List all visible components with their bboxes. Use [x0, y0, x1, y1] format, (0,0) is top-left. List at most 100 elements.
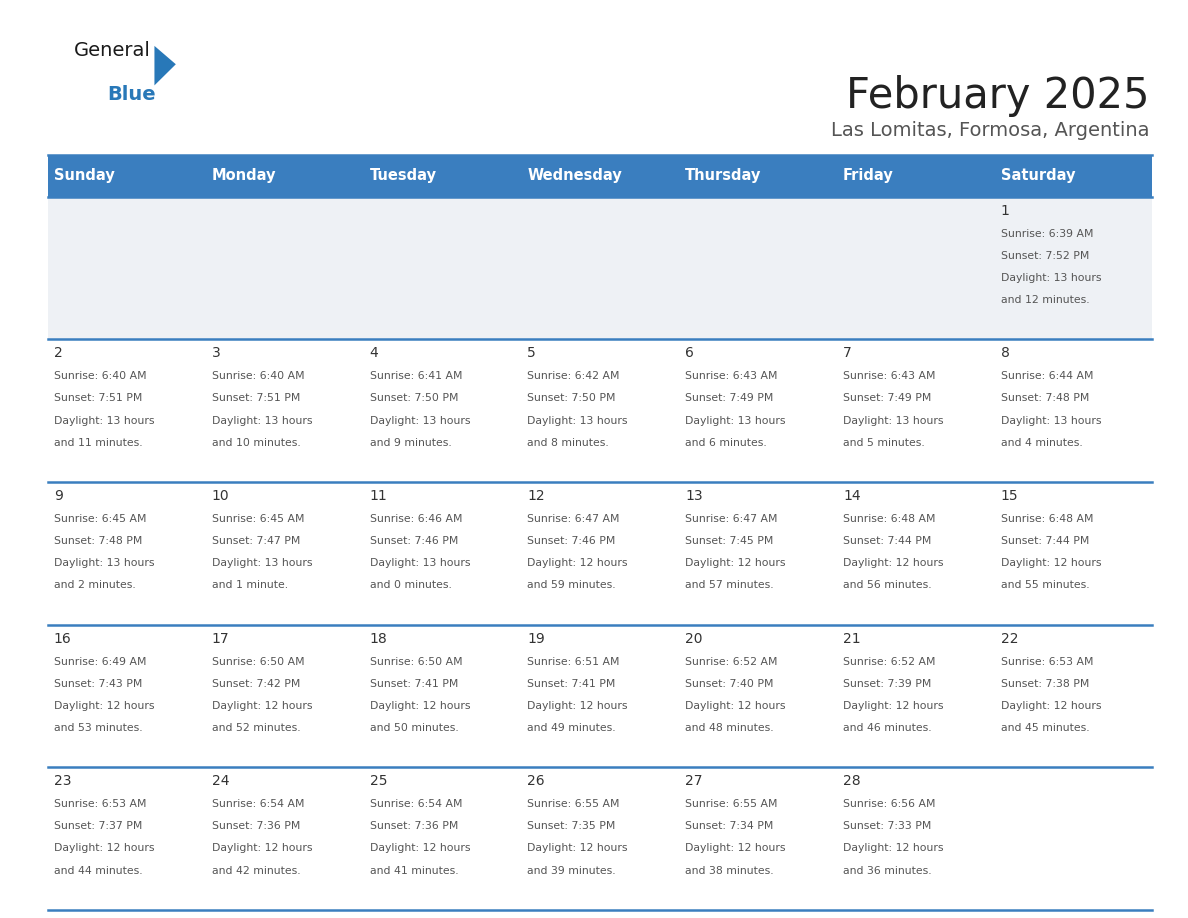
Text: 13: 13	[685, 489, 703, 503]
Text: and 36 minutes.: and 36 minutes.	[843, 866, 931, 876]
Text: Daylight: 12 hours: Daylight: 12 hours	[53, 844, 154, 854]
Text: 7: 7	[843, 346, 852, 361]
Text: and 57 minutes.: and 57 minutes.	[685, 580, 773, 590]
Text: Sunrise: 6:51 AM: Sunrise: 6:51 AM	[527, 656, 620, 666]
Text: Daylight: 13 hours: Daylight: 13 hours	[1000, 273, 1101, 283]
Text: Daylight: 13 hours: Daylight: 13 hours	[211, 558, 312, 568]
Text: Sunset: 7:40 PM: Sunset: 7:40 PM	[685, 678, 773, 688]
Text: 15: 15	[1000, 489, 1018, 503]
Text: Sunset: 7:46 PM: Sunset: 7:46 PM	[527, 536, 615, 546]
Bar	[994, 624, 1152, 767]
Text: Sunset: 7:33 PM: Sunset: 7:33 PM	[843, 822, 931, 832]
Bar	[678, 767, 836, 910]
Text: and 44 minutes.: and 44 minutes.	[53, 866, 143, 876]
Bar	[364, 340, 522, 482]
Text: Sunset: 7:50 PM: Sunset: 7:50 PM	[527, 394, 615, 403]
Text: 26: 26	[527, 774, 545, 789]
Bar	[522, 155, 678, 196]
Text: and 9 minutes.: and 9 minutes.	[369, 438, 451, 448]
Text: and 50 minutes.: and 50 minutes.	[369, 722, 459, 733]
Bar	[206, 767, 364, 910]
Bar	[206, 155, 364, 196]
Bar	[48, 340, 206, 482]
Text: 25: 25	[369, 774, 387, 789]
Text: Daylight: 13 hours: Daylight: 13 hours	[685, 416, 785, 426]
Text: Friday: Friday	[843, 168, 893, 184]
Text: Sunrise: 6:40 AM: Sunrise: 6:40 AM	[211, 372, 304, 381]
Text: Sunrise: 6:45 AM: Sunrise: 6:45 AM	[53, 514, 146, 524]
Text: and 59 minutes.: and 59 minutes.	[527, 580, 615, 590]
Text: 27: 27	[685, 774, 702, 789]
Text: Sunrise: 6:40 AM: Sunrise: 6:40 AM	[53, 372, 146, 381]
Text: and 46 minutes.: and 46 minutes.	[843, 722, 931, 733]
Text: Daylight: 13 hours: Daylight: 13 hours	[843, 416, 943, 426]
Bar	[836, 340, 994, 482]
Text: Daylight: 13 hours: Daylight: 13 hours	[1000, 416, 1101, 426]
Bar	[206, 624, 364, 767]
Text: Sunrise: 6:39 AM: Sunrise: 6:39 AM	[1000, 229, 1093, 239]
Text: Daylight: 13 hours: Daylight: 13 hours	[369, 558, 470, 568]
Text: 12: 12	[527, 489, 545, 503]
Text: Daylight: 12 hours: Daylight: 12 hours	[843, 558, 943, 568]
Text: Sunrise: 6:55 AM: Sunrise: 6:55 AM	[685, 800, 778, 809]
Bar	[48, 155, 206, 196]
Text: Daylight: 12 hours: Daylight: 12 hours	[369, 844, 470, 854]
Text: 8: 8	[1000, 346, 1010, 361]
Text: and 5 minutes.: and 5 minutes.	[843, 438, 924, 448]
Text: and 38 minutes.: and 38 minutes.	[685, 866, 773, 876]
Text: and 55 minutes.: and 55 minutes.	[1000, 580, 1089, 590]
Bar	[364, 624, 522, 767]
Text: 1: 1	[1000, 204, 1010, 218]
Bar	[364, 767, 522, 910]
Text: Daylight: 12 hours: Daylight: 12 hours	[685, 844, 785, 854]
Text: 5: 5	[527, 346, 536, 361]
Bar	[836, 767, 994, 910]
Text: Sunrise: 6:47 AM: Sunrise: 6:47 AM	[685, 514, 778, 524]
Text: Sunset: 7:34 PM: Sunset: 7:34 PM	[685, 822, 773, 832]
Bar	[994, 155, 1152, 196]
Text: Sunrise: 6:50 AM: Sunrise: 6:50 AM	[369, 656, 462, 666]
Text: 21: 21	[843, 632, 860, 645]
Text: Sunset: 7:50 PM: Sunset: 7:50 PM	[369, 394, 459, 403]
Text: Saturday: Saturday	[1000, 168, 1075, 184]
Bar	[994, 482, 1152, 624]
Text: February 2025: February 2025	[847, 75, 1150, 118]
Text: Daylight: 13 hours: Daylight: 13 hours	[211, 416, 312, 426]
Text: and 49 minutes.: and 49 minutes.	[527, 722, 615, 733]
Bar	[206, 482, 364, 624]
Text: and 1 minute.: and 1 minute.	[211, 580, 287, 590]
Text: 28: 28	[843, 774, 860, 789]
Text: Daylight: 12 hours: Daylight: 12 hours	[843, 844, 943, 854]
Text: Sunday: Sunday	[53, 168, 114, 184]
Text: Sunset: 7:51 PM: Sunset: 7:51 PM	[53, 394, 143, 403]
Text: and 39 minutes.: and 39 minutes.	[527, 866, 615, 876]
Text: Sunset: 7:43 PM: Sunset: 7:43 PM	[53, 678, 143, 688]
Text: and 53 minutes.: and 53 minutes.	[53, 722, 143, 733]
Text: Sunset: 7:36 PM: Sunset: 7:36 PM	[369, 822, 457, 832]
Text: Sunrise: 6:44 AM: Sunrise: 6:44 AM	[1000, 372, 1093, 381]
Text: Blue: Blue	[107, 85, 156, 105]
Text: 23: 23	[53, 774, 71, 789]
Text: Sunset: 7:35 PM: Sunset: 7:35 PM	[527, 822, 615, 832]
Text: Daylight: 12 hours: Daylight: 12 hours	[685, 558, 785, 568]
Bar	[48, 196, 206, 340]
Text: and 8 minutes.: and 8 minutes.	[527, 438, 609, 448]
Text: Daylight: 12 hours: Daylight: 12 hours	[843, 700, 943, 711]
Text: Sunset: 7:39 PM: Sunset: 7:39 PM	[843, 678, 931, 688]
Text: Daylight: 13 hours: Daylight: 13 hours	[527, 416, 627, 426]
Text: Sunset: 7:51 PM: Sunset: 7:51 PM	[211, 394, 301, 403]
Text: Sunrise: 6:42 AM: Sunrise: 6:42 AM	[527, 372, 620, 381]
Text: and 10 minutes.: and 10 minutes.	[211, 438, 301, 448]
Text: Sunset: 7:44 PM: Sunset: 7:44 PM	[1000, 536, 1089, 546]
Text: Sunrise: 6:53 AM: Sunrise: 6:53 AM	[53, 800, 146, 809]
Bar	[678, 196, 836, 340]
Text: and 11 minutes.: and 11 minutes.	[53, 438, 143, 448]
Text: and 52 minutes.: and 52 minutes.	[211, 722, 301, 733]
Bar	[206, 340, 364, 482]
Bar	[994, 767, 1152, 910]
Text: Daylight: 12 hours: Daylight: 12 hours	[527, 700, 627, 711]
Text: Sunrise: 6:41 AM: Sunrise: 6:41 AM	[369, 372, 462, 381]
Text: Sunset: 7:52 PM: Sunset: 7:52 PM	[1000, 251, 1089, 261]
Bar	[522, 340, 678, 482]
Bar	[364, 155, 522, 196]
